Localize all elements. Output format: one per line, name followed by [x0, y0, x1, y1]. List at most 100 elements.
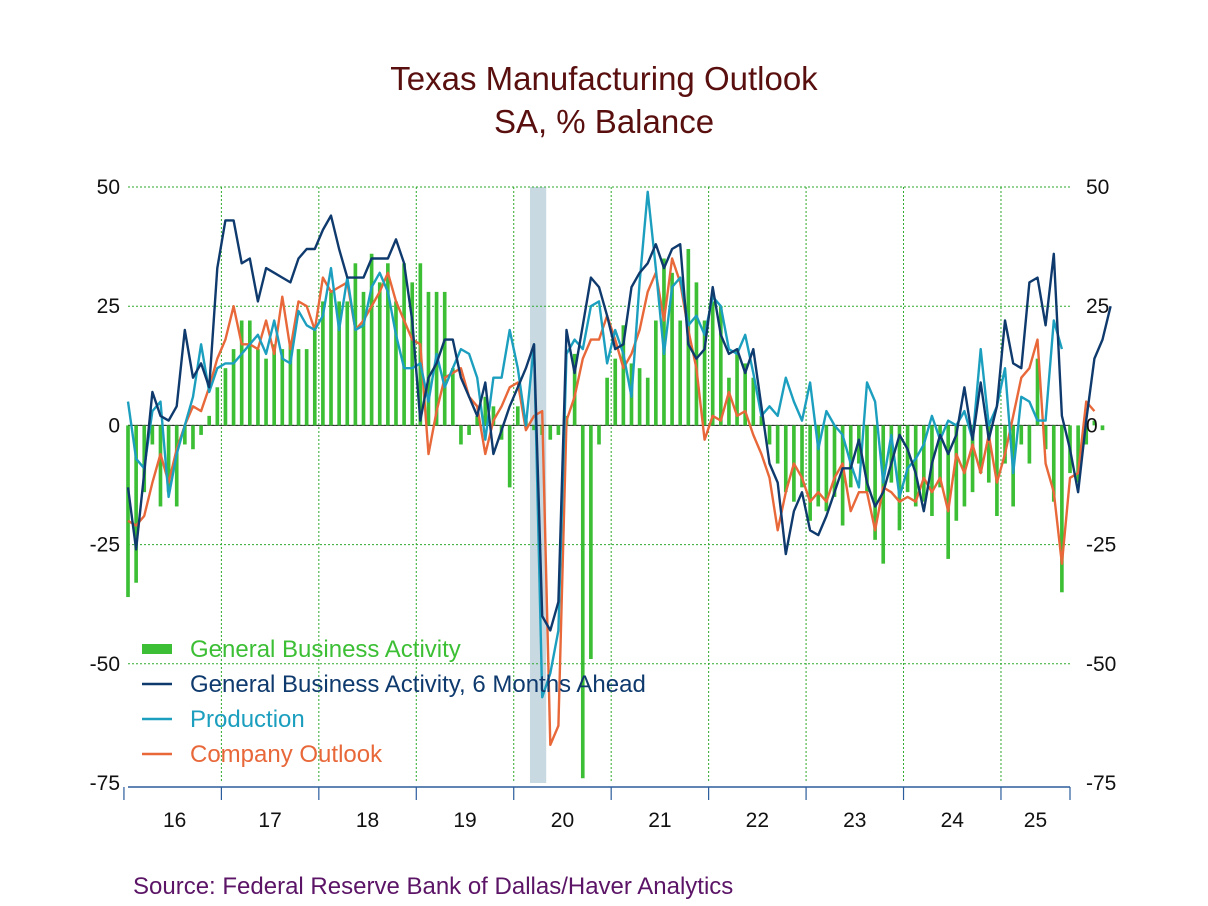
bar [897, 425, 902, 531]
bar [759, 415, 764, 426]
bar [183, 425, 187, 445]
bar [865, 425, 869, 493]
bar [215, 387, 220, 426]
bar [304, 349, 309, 426]
bar [718, 306, 723, 426]
bar [840, 425, 845, 526]
legend-label: General Business Activity [190, 636, 461, 663]
line-series-layer [126, 190, 1112, 747]
x-tick-label: 19 [453, 809, 476, 832]
bar [1084, 425, 1089, 445]
bar [207, 415, 212, 426]
y-tick-label-right: -50 [1086, 653, 1116, 676]
y-tick-label-left: -75 [90, 772, 120, 795]
bar [272, 344, 276, 426]
bar [467, 425, 471, 435]
bar [954, 425, 959, 521]
legend: General Business Activity General Busines… [142, 636, 646, 768]
bar [767, 425, 772, 445]
bar [678, 320, 683, 426]
chart-title: Texas Manufacturing Outlook [390, 60, 818, 97]
bar [134, 425, 138, 583]
x-tick-label: 18 [356, 809, 379, 832]
bar [1051, 425, 1056, 502]
bar [166, 425, 171, 493]
bar [922, 425, 926, 502]
bar [451, 368, 455, 426]
bar [1003, 425, 1007, 464]
line-general-business-activity-6-months-ahead [126, 214, 1112, 632]
bar [402, 263, 406, 426]
y-tick-label-right: -25 [1086, 534, 1116, 557]
bar [873, 425, 877, 540]
bar [491, 406, 496, 426]
y-tick-label-left: 0 [108, 414, 120, 437]
bar [142, 425, 147, 493]
bar [1060, 425, 1064, 593]
bar [580, 425, 585, 779]
bar [613, 358, 618, 426]
bar [848, 425, 853, 488]
legend-label: Company Outlook [190, 741, 383, 768]
x-tick-label: 21 [648, 809, 671, 832]
bar [597, 425, 601, 445]
x-tick-label: 24 [941, 809, 965, 832]
bar [946, 425, 951, 559]
bar [995, 425, 999, 516]
y-tick-label-left: 25 [97, 295, 120, 318]
bar [1035, 358, 1040, 426]
bar [158, 425, 163, 507]
bar [386, 263, 390, 426]
bar [231, 349, 236, 426]
y-tick-label-left: -50 [90, 653, 120, 676]
bar [264, 358, 268, 426]
bar [832, 425, 837, 497]
bar [637, 368, 642, 426]
bar [548, 425, 553, 440]
bar [345, 301, 350, 426]
bar [783, 425, 788, 493]
bar [223, 368, 228, 426]
bar [889, 425, 894, 483]
bar [800, 425, 804, 488]
bar [442, 291, 447, 426]
y-tick-label-left: -25 [90, 534, 120, 557]
bar [256, 349, 260, 426]
bar [824, 425, 829, 512]
bar [978, 425, 983, 474]
bar [913, 425, 918, 507]
bar [410, 282, 415, 426]
bar [775, 425, 780, 464]
bar [247, 320, 252, 426]
bar [1076, 425, 1080, 483]
bar-series-layer [126, 248, 1105, 779]
chart-subtitle: SA, % Balance [494, 103, 714, 140]
bar [377, 282, 382, 426]
bar [483, 396, 488, 426]
bar [361, 291, 366, 426]
bar [905, 425, 910, 493]
bar [694, 282, 699, 426]
bar [670, 272, 674, 426]
bar [930, 425, 934, 516]
bar [312, 330, 317, 426]
bar [394, 301, 398, 426]
bar [191, 425, 195, 450]
bar [621, 325, 626, 426]
bar [710, 301, 715, 426]
bar [751, 377, 756, 426]
x-tick-label: 16 [163, 809, 186, 832]
x-tick-label: 23 [843, 809, 866, 832]
bar [808, 425, 812, 521]
bar [353, 263, 358, 426]
bar [1043, 425, 1048, 450]
y-tick-label-left: 50 [97, 176, 120, 199]
bar [1092, 420, 1097, 426]
bar [1027, 425, 1032, 464]
bar [199, 425, 203, 435]
bar [515, 406, 520, 426]
bar [150, 425, 155, 445]
bar [970, 425, 975, 493]
bar [816, 425, 821, 507]
